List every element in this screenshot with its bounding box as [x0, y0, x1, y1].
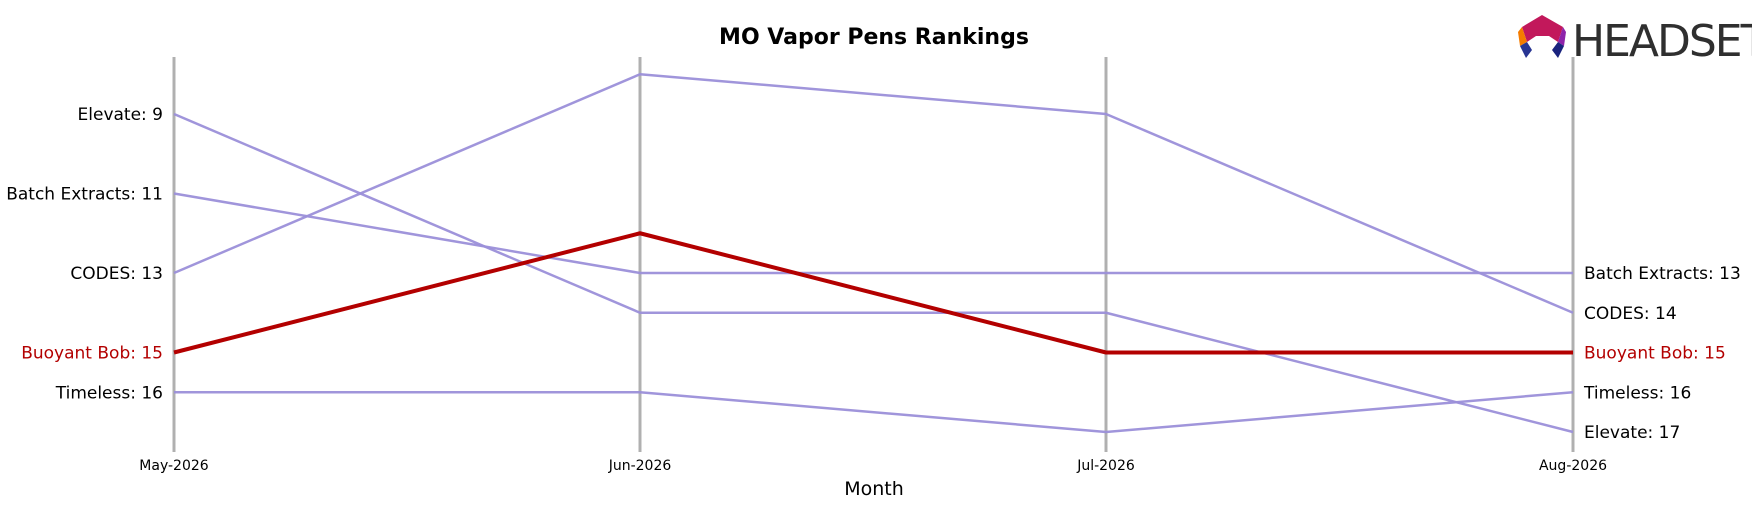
end-label-codes: CODES: 14: [1584, 304, 1677, 324]
start-label-elevate: Elevate: 9: [78, 105, 163, 125]
end-label-timeless: Timeless: 16: [1583, 383, 1691, 403]
end-label-buoyant-bob: Buoyant Bob: 15: [1584, 344, 1726, 364]
series-lines: [173, 73, 1574, 434]
series-labels: Elevate: 9 Batch Extracts: 11 CODES: 13 Buo…: [6, 105, 1741, 443]
x-tick-jun-2026: Jun-2026: [608, 458, 672, 474]
series-line-batch-extracts: [173, 192, 1573, 275]
x-tick-may-2026: May-2026: [139, 458, 208, 474]
x-tick-jul-2026: Jul-2026: [1076, 458, 1135, 474]
headset-logo-icon: [1518, 15, 1566, 58]
series-line-codes: [173, 73, 1574, 314]
series-line-buoyant-bob: [173, 231, 1573, 355]
series-line-timeless: [174, 391, 1574, 434]
chart-title: MO Vapor Pens Rankings: [719, 25, 1029, 50]
month-axes: [172, 57, 1575, 452]
headset-logo-text: HEADSET: [1572, 16, 1752, 67]
headset-logo: HEADSET: [1518, 15, 1752, 67]
x-tick-labels: May-2026 Jun-2026 Jul-2026 Aug-2026: [139, 458, 1607, 474]
series-line-elevate: [173, 112, 1574, 434]
start-label-codes: CODES: 13: [70, 264, 163, 284]
start-label-buoyant-bob: Buoyant Bob: 15: [21, 344, 163, 364]
x-axis-label: Month: [844, 478, 904, 500]
end-label-batch-extracts: Batch Extracts: 13: [1584, 264, 1741, 284]
end-label-elevate: Elevate: 17: [1584, 423, 1680, 443]
start-label-batch-extracts: Batch Extracts: 11: [6, 185, 163, 205]
x-tick-aug-2026: Aug-2026: [1539, 458, 1607, 474]
start-label-timeless: Timeless: 16: [55, 383, 163, 403]
